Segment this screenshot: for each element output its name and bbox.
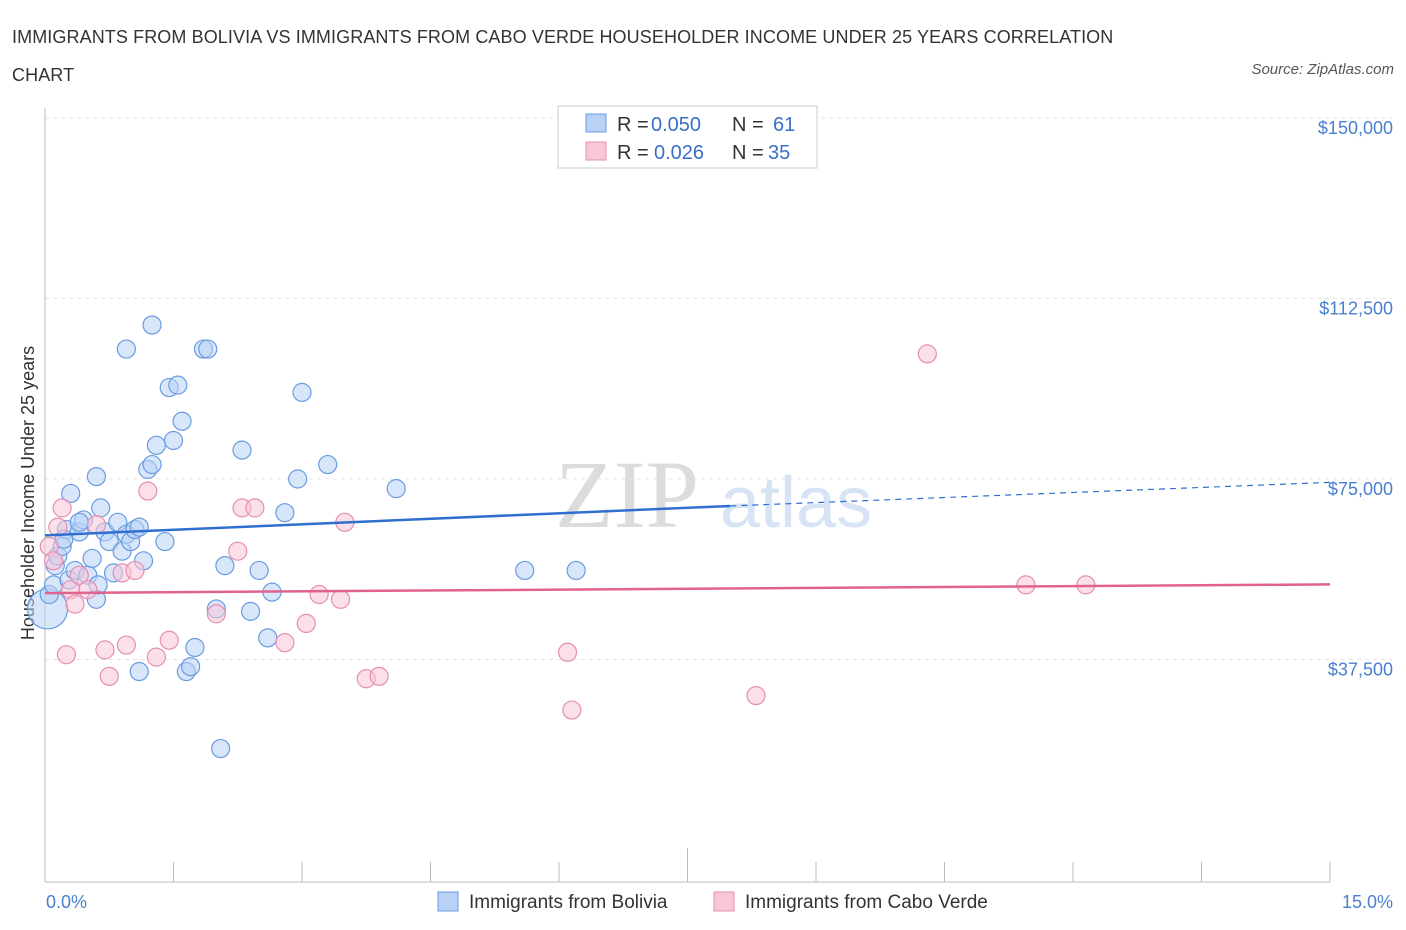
- bolivia-point-56: [116, 339, 136, 359]
- x-tick-labels: 0.0% 15.0%: [46, 892, 1393, 912]
- legend-n-value-cabo-verde: 35: [768, 142, 790, 164]
- bolivia-trend-extension: [730, 481, 1331, 507]
- bottom-legend-label-bolivia: Immigrants from Bolivia: [469, 892, 668, 913]
- y-axis-label: Householder Income Under 25 years: [18, 346, 38, 640]
- cabo-verde-point-23: [296, 613, 316, 634]
- cabo-verde-trend-line: [44, 583, 1331, 595]
- bottom-legend-label-cabo-verde: Immigrants from Cabo Verde: [745, 892, 988, 913]
- bolivia-point-53: [515, 560, 535, 581]
- bolivia-point-33: [168, 375, 188, 395]
- cabo-verde-point-19: [228, 541, 248, 561]
- cabo-verde-point-18: [206, 604, 226, 624]
- bolivia-point-30: [155, 531, 175, 552]
- legend-n-label-bolivia: N =: [732, 114, 764, 136]
- x-tick-label-max: 15.0%: [1342, 892, 1393, 912]
- cabo-verde-point-17: [159, 630, 179, 650]
- legend-n-value-bolivia: 61: [773, 114, 795, 136]
- cabo-verde-point-4: [56, 645, 77, 665]
- bolivia-point-52: [386, 479, 406, 499]
- correlation-legend: R = 0.050 N = 61 R = 0.026 N = 35: [557, 105, 818, 169]
- cabo-verde-point-13: [116, 635, 136, 655]
- trend-lines: [44, 481, 1331, 595]
- cabo-verde-point-14: [125, 560, 145, 581]
- cabo-verde-point-9: [86, 515, 107, 535]
- watermark-atlas: atlas: [720, 463, 872, 543]
- cabo-verde-point-8: [78, 580, 98, 600]
- bolivia-point-28: [142, 454, 162, 475]
- cabo-verde-point-15: [138, 481, 158, 501]
- bolivia-point-50: [292, 382, 312, 402]
- legend-swatch-cabo-verde: [585, 141, 607, 161]
- cabo-verde-point-11: [99, 666, 119, 686]
- bolivia-point-45: [249, 560, 269, 581]
- bottom-legend-swatch-bolivia: [437, 891, 459, 912]
- bolivia-point-57: [86, 466, 107, 487]
- legend-r-value-cabo-verde: 0.026: [654, 142, 704, 164]
- bolivia-point-29: [146, 435, 166, 455]
- bolivia-point-51: [318, 454, 338, 475]
- scatter-points: [26, 315, 1096, 759]
- series-legend: Immigrants from Bolivia Immigrants from …: [437, 891, 988, 913]
- legend-r-label-cabo-verde: R =: [617, 142, 649, 164]
- bolivia-point-34: [172, 411, 192, 431]
- cabo-verde-point-21: [245, 498, 265, 518]
- cabo-verde-point-16: [146, 647, 166, 667]
- bolivia-point-54: [566, 560, 586, 581]
- bolivia-point-37: [185, 637, 205, 658]
- cabo-verde-point-31: [746, 685, 766, 706]
- bolivia-point-55: [142, 315, 162, 335]
- cabo-verde-point-30: [557, 642, 578, 662]
- bolivia-point-58: [69, 512, 89, 532]
- cabo-verde-point-33: [1016, 575, 1036, 595]
- bolivia-point-13: [82, 548, 102, 569]
- y-tick-label-1: $75,000: [1328, 479, 1393, 499]
- cabo-verde-point-3: [52, 498, 72, 518]
- bolivia-point-39: [198, 339, 218, 359]
- cabo-verde-point-10: [95, 640, 115, 660]
- legend-r-value-bolivia: 0.050: [651, 114, 701, 136]
- y-tick-labels: $37,500 $75,000 $112,500 $150,000: [1318, 118, 1393, 680]
- bolivia-point-16: [91, 498, 111, 518]
- x-tick-label-min: 0.0%: [46, 892, 87, 912]
- cabo-verde-point-1: [43, 551, 64, 571]
- legend-n-label-cabo-verde: N =: [732, 142, 764, 164]
- cabo-verde-point-28: [369, 666, 389, 686]
- y-tick-label-2: $112,500: [1319, 299, 1393, 319]
- watermark-zip: ZIP: [555, 441, 699, 548]
- cabo-verde-point-22: [275, 633, 295, 653]
- cabo-verde-point-29: [562, 700, 582, 720]
- bolivia-point-44: [241, 601, 261, 621]
- bolivia-trend-line: [44, 504, 731, 537]
- bolivia-point-46: [258, 628, 278, 648]
- cabo-verde-point-7: [69, 565, 89, 585]
- bolivia-point-25: [129, 517, 149, 537]
- bolivia-point-42: [215, 556, 235, 576]
- legend-swatch-bolivia: [585, 113, 607, 133]
- cabo-verde-point-25: [330, 589, 351, 609]
- y-tick-label-0: $37,500: [1328, 660, 1393, 680]
- cabo-verde-point-2: [48, 517, 68, 537]
- y-tick-label-3: $150,000: [1318, 118, 1393, 138]
- bolivia-point-49: [288, 469, 308, 489]
- cabo-verde-point-32: [917, 344, 937, 364]
- bolivia-point-41: [211, 738, 231, 759]
- chart-source: Source: ZipAtlas.com: [1251, 61, 1394, 78]
- bolivia-point-32: [163, 430, 184, 451]
- chart-title: IMMIGRANTS FROM BOLIVIA VS IMMIGRANTS FR…: [12, 27, 1114, 85]
- bolivia-point-43: [232, 440, 252, 460]
- bottom-legend-swatch-cabo-verde: [713, 891, 735, 912]
- legend-r-label-bolivia: R =: [617, 114, 649, 136]
- cabo-verde-point-6: [65, 594, 85, 614]
- bolivia-point-36: [181, 657, 201, 677]
- axes: [44, 108, 1331, 883]
- bolivia-point-59: [129, 661, 149, 682]
- bolivia-point-8: [61, 483, 81, 504]
- cabo-verde-point-24: [309, 584, 329, 605]
- bolivia-point-48: [275, 503, 295, 523]
- grid-lines: [45, 117, 1392, 660]
